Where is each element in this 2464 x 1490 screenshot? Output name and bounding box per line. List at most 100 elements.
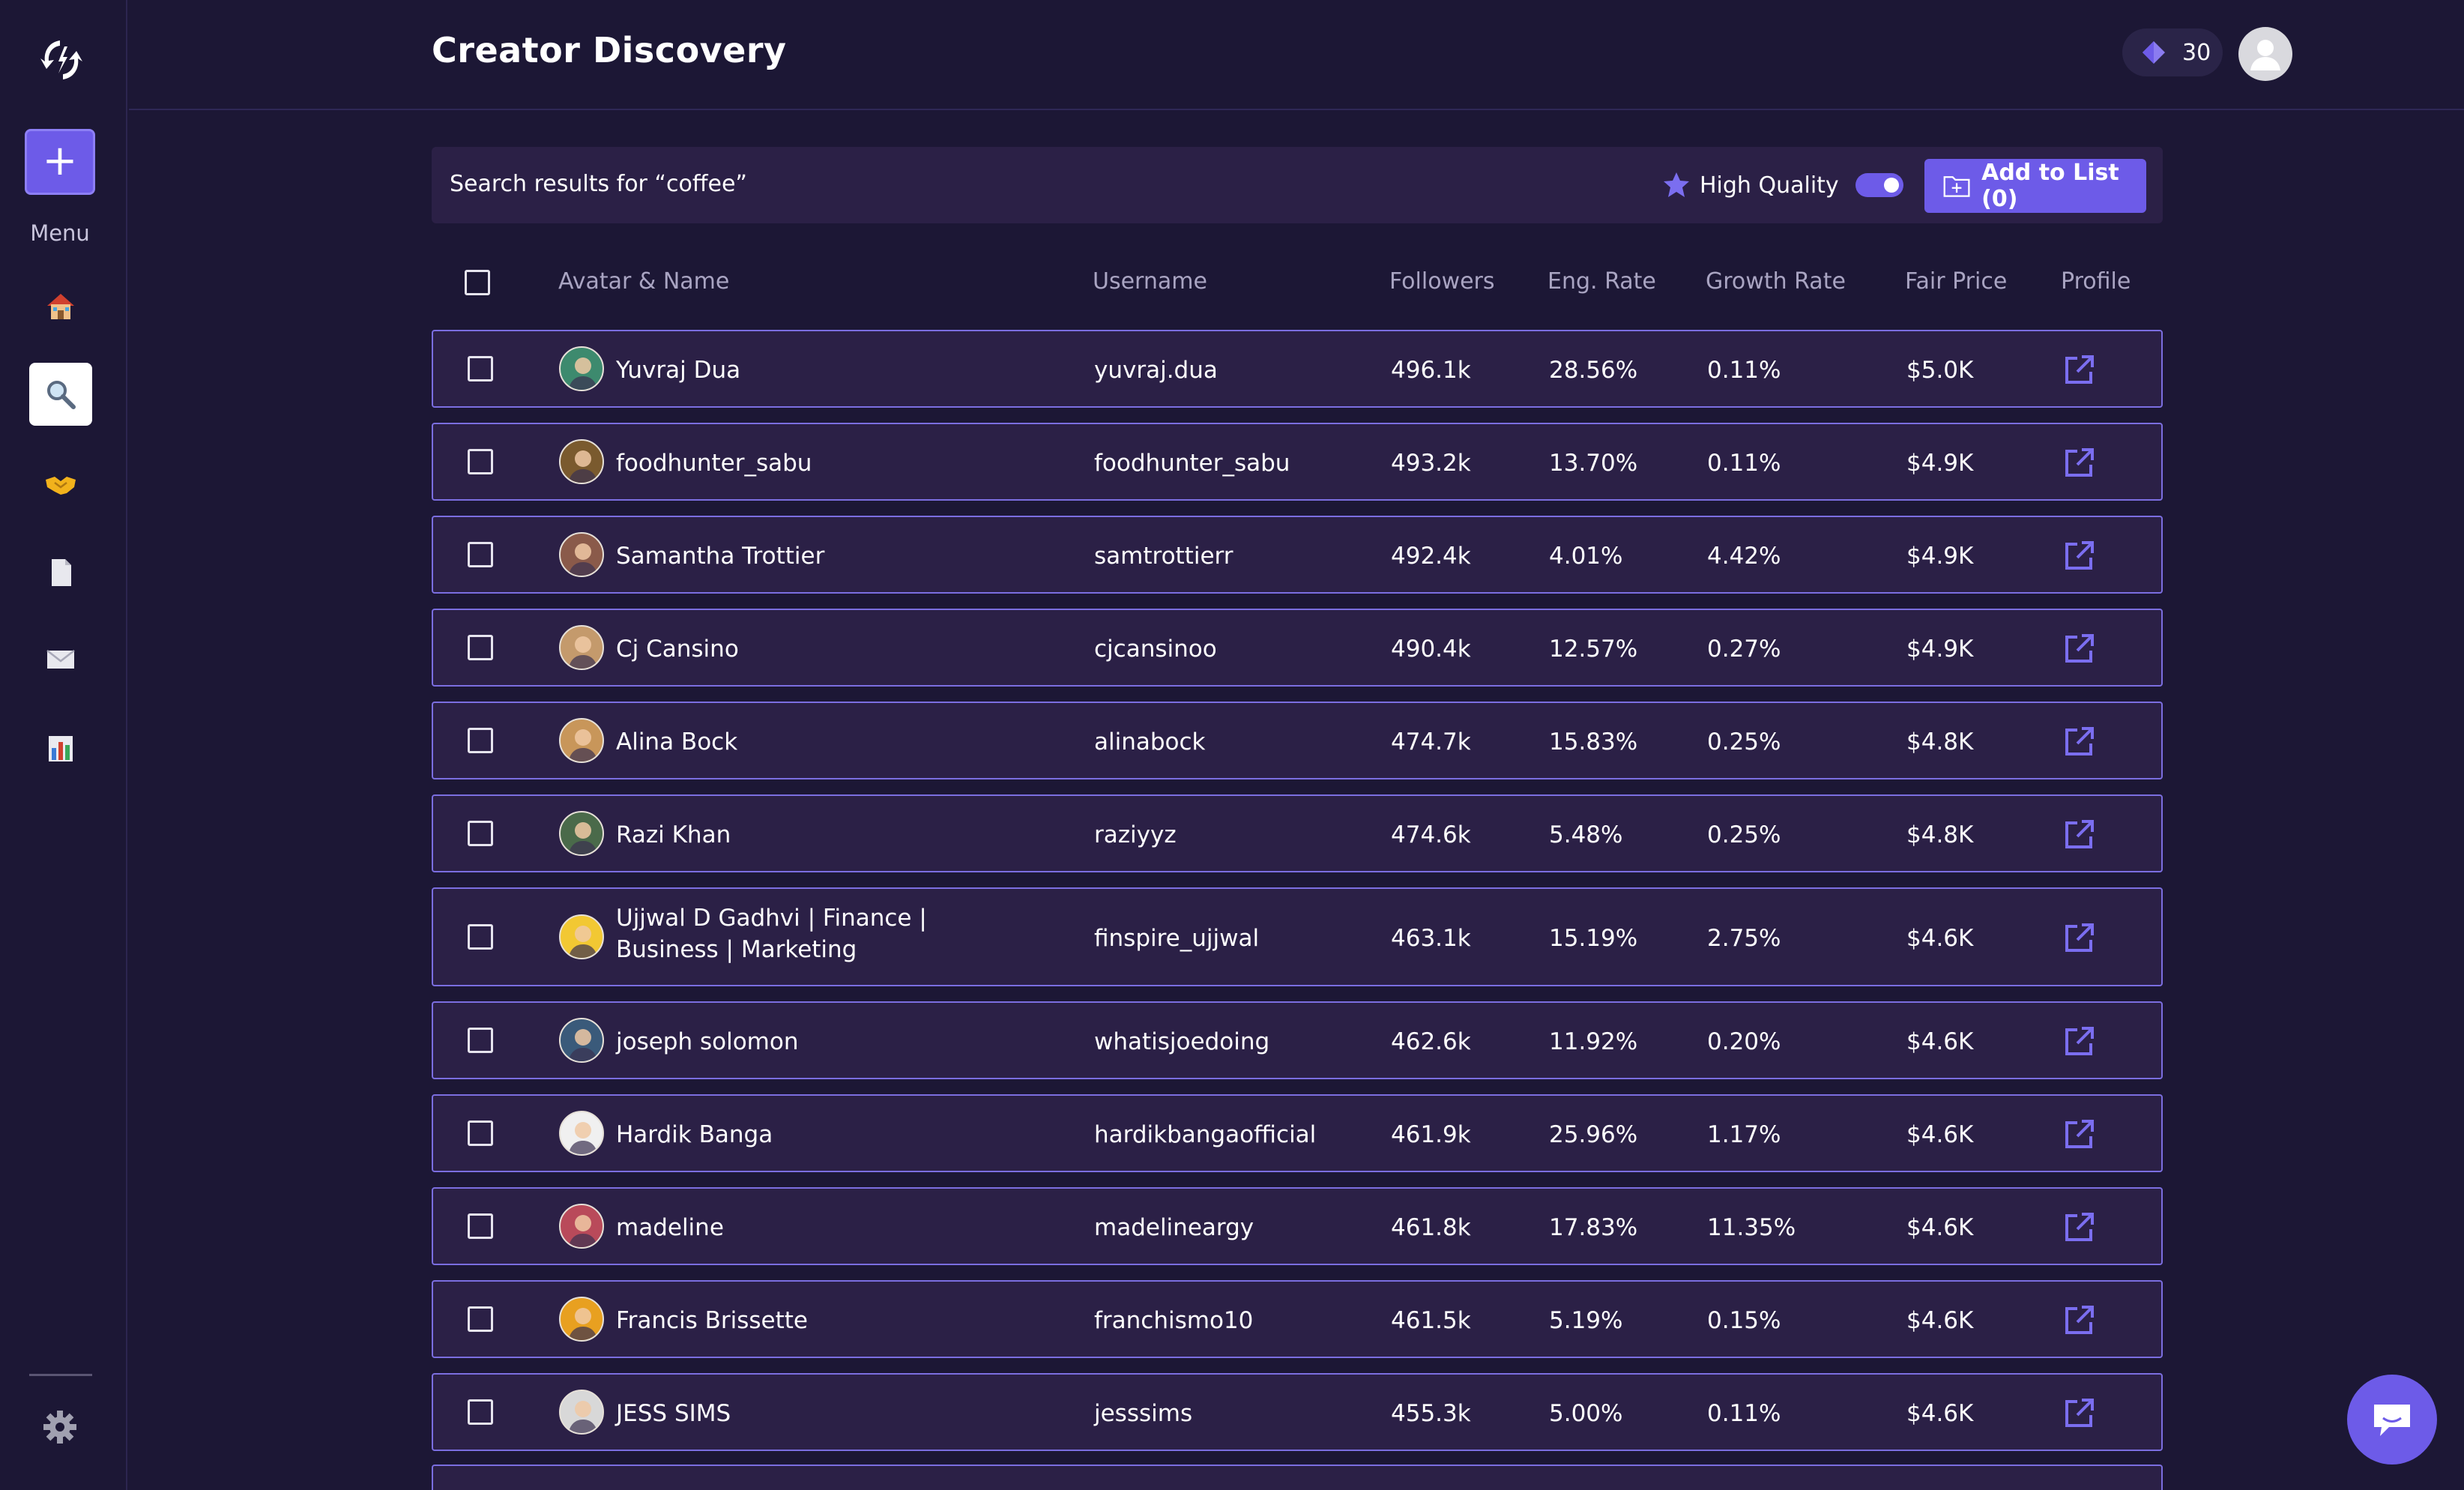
chat-button[interactable] <box>2347 1375 2437 1465</box>
folder-plus-icon <box>1943 176 1970 197</box>
creator-name[interactable]: Ujjwal D Gadhvi | Finance | Business | M… <box>616 905 927 963</box>
col-profile[interactable]: Profile <box>2061 268 2131 295</box>
external-link-icon[interactable] <box>2062 447 2095 480</box>
creator-name[interactable]: Hardik Banga <box>616 1121 773 1148</box>
external-link-icon[interactable] <box>2062 354 2095 387</box>
creator-avatar <box>559 439 604 484</box>
credits-badge[interactable]: 30 <box>2122 28 2223 76</box>
nav-analytics[interactable] <box>29 717 92 779</box>
row-checkbox[interactable] <box>468 1120 493 1146</box>
col-followers[interactable]: Followers <box>1389 268 1495 295</box>
creator-name[interactable]: Francis Brissette <box>616 1307 809 1334</box>
table-row[interactable]: Yuvraj Dua yuvraj.dua 496.1k 28.56% 0.11% $5.… <box>432 330 2163 408</box>
creator-name[interactable]: Samantha Trottier <box>616 543 825 570</box>
external-link-icon[interactable] <box>2062 1211 2095 1244</box>
external-link-icon[interactable] <box>2062 540 2095 573</box>
creator-name[interactable]: Alina Bock <box>616 729 738 755</box>
creator-growth-rate: 1.17% <box>1707 1121 1781 1148</box>
creator-fair-price: $4.6K <box>1906 1400 1974 1427</box>
creator-fair-price: $4.6K <box>1906 1214 1974 1241</box>
logo-icon[interactable] <box>37 36 85 84</box>
row-checkbox[interactable] <box>468 449 493 474</box>
user-avatar[interactable] <box>2238 27 2292 81</box>
creator-followers: 463.1k <box>1391 925 1471 952</box>
creator-fair-price: $4.8K <box>1906 821 1974 848</box>
external-link-icon[interactable] <box>2062 1118 2095 1151</box>
col-eng-rate[interactable]: Eng. Rate <box>1547 268 1656 295</box>
high-quality-toggle[interactable] <box>1855 173 1903 197</box>
table-row[interactable]: foodhunter_sabu foodhunter_sabu 493.2k 13.7… <box>432 423 2163 501</box>
credits-count: 30 <box>2182 39 2211 66</box>
creator-name[interactable]: Cj Cansino <box>616 636 739 663</box>
creator-name[interactable]: foodhunter_sabu <box>616 450 812 477</box>
creator-name[interactable]: Razi Khan <box>616 821 731 848</box>
creator-fair-price: $5.0K <box>1906 357 1974 384</box>
table-row[interactable]: Francis Brissette franchismo10 461.5k 5.19%… <box>432 1280 2163 1358</box>
select-all-checkbox[interactable] <box>465 270 490 295</box>
creator-username: cjcansinoo <box>1094 636 1217 663</box>
high-quality-filter[interactable]: High Quality <box>1662 166 1903 204</box>
creator-growth-rate: 0.11% <box>1707 1400 1781 1427</box>
nav-search[interactable] <box>29 363 92 426</box>
row-checkbox[interactable] <box>468 924 493 950</box>
row-checkbox[interactable] <box>468 542 493 567</box>
external-link-icon[interactable] <box>2062 1025 2095 1058</box>
creator-growth-rate: 11.35% <box>1707 1214 1796 1241</box>
external-link-icon[interactable] <box>2062 922 2095 955</box>
row-checkbox[interactable] <box>468 356 493 381</box>
table-row[interactable]: madeline madelineargy 461.8k 17.83% 11.35% $4… <box>432 1187 2163 1265</box>
creator-avatar <box>559 811 604 856</box>
col-fair-price[interactable]: Fair Price <box>1905 268 2008 295</box>
table-row-partial[interactable] <box>432 1465 2163 1490</box>
row-checkbox[interactable] <box>468 1213 493 1239</box>
table-row[interactable]: Cj Cansino cjcansinoo 490.4k 12.57% 0.27% $4.… <box>432 609 2163 687</box>
new-button[interactable]: + <box>25 129 95 195</box>
creator-followers: 474.6k <box>1391 821 1471 848</box>
chat-bubble-icon <box>2374 1405 2410 1436</box>
table-row[interactable]: Razi Khan raziyyz 474.6k 5.48% 0.25% $4.8K <box>432 794 2163 872</box>
table-row[interactable]: Hardik Banga hardikbangaofficial 461.9k 25.… <box>432 1094 2163 1172</box>
nav-home[interactable] <box>29 274 92 337</box>
creator-name[interactable]: madeline <box>616 1214 724 1241</box>
creator-username: madelineargy <box>1094 1214 1254 1241</box>
table-row[interactable]: Ujjwal D Gadhvi | Finance | Business | M… <box>432 887 2163 986</box>
nav-partnerships[interactable] <box>29 453 92 516</box>
creator-eng-rate: 12.57% <box>1549 636 1638 663</box>
creator-eng-rate: 4.01% <box>1549 543 1623 570</box>
row-checkbox[interactable] <box>468 1028 493 1053</box>
creator-followers: 461.8k <box>1391 1214 1471 1241</box>
row-checkbox[interactable] <box>468 821 493 846</box>
col-growth-rate[interactable]: Growth Rate <box>1706 268 1846 295</box>
creator-avatar <box>559 914 604 959</box>
external-link-icon[interactable] <box>2062 818 2095 851</box>
creator-fair-price: $4.9K <box>1906 450 1974 477</box>
add-to-list-button[interactable]: Add to List (0) <box>1924 159 2146 213</box>
row-checkbox[interactable] <box>468 1306 493 1332</box>
external-link-icon[interactable] <box>2062 1397 2095 1430</box>
table-row[interactable]: JESS SIMS jesssims 455.3k 5.00% 0.11% $4.6K <box>432 1373 2163 1451</box>
gear-icon[interactable] <box>42 1409 78 1445</box>
row-checkbox[interactable] <box>468 728 493 753</box>
creator-name[interactable]: joseph solomon <box>616 1028 799 1055</box>
nav-messages[interactable] <box>29 628 92 691</box>
creator-avatar <box>559 625 604 670</box>
external-link-icon[interactable] <box>2062 1304 2095 1337</box>
creator-fair-price: $4.6K <box>1906 925 1974 952</box>
col-username[interactable]: Username <box>1093 268 1207 295</box>
col-avatar-name[interactable]: Avatar & Name <box>558 268 730 295</box>
creator-avatar <box>559 1204 604 1249</box>
sidebar-divider <box>29 1374 92 1376</box>
external-link-icon[interactable] <box>2062 633 2095 666</box>
table-row[interactable]: joseph solomon whatisjoedoing 462.6k 11.92%… <box>432 1001 2163 1079</box>
nav-documents[interactable] <box>29 541 92 604</box>
table-row[interactable]: Samantha Trottier samtrottierr 492.4k 4.01%… <box>432 516 2163 594</box>
row-checkbox[interactable] <box>468 1399 493 1425</box>
creator-eng-rate: 5.00% <box>1549 1400 1623 1427</box>
row-checkbox[interactable] <box>468 635 493 660</box>
creator-name[interactable]: Yuvraj Dua <box>616 357 741 384</box>
table-row[interactable]: Alina Bock alinabock 474.7k 15.83% 0.25% $4.8… <box>432 702 2163 779</box>
creator-name[interactable]: JESS SIMS <box>616 1400 731 1427</box>
external-link-icon[interactable] <box>2062 726 2095 758</box>
creator-followers: 461.9k <box>1391 1121 1471 1148</box>
creator-avatar <box>559 1018 604 1063</box>
